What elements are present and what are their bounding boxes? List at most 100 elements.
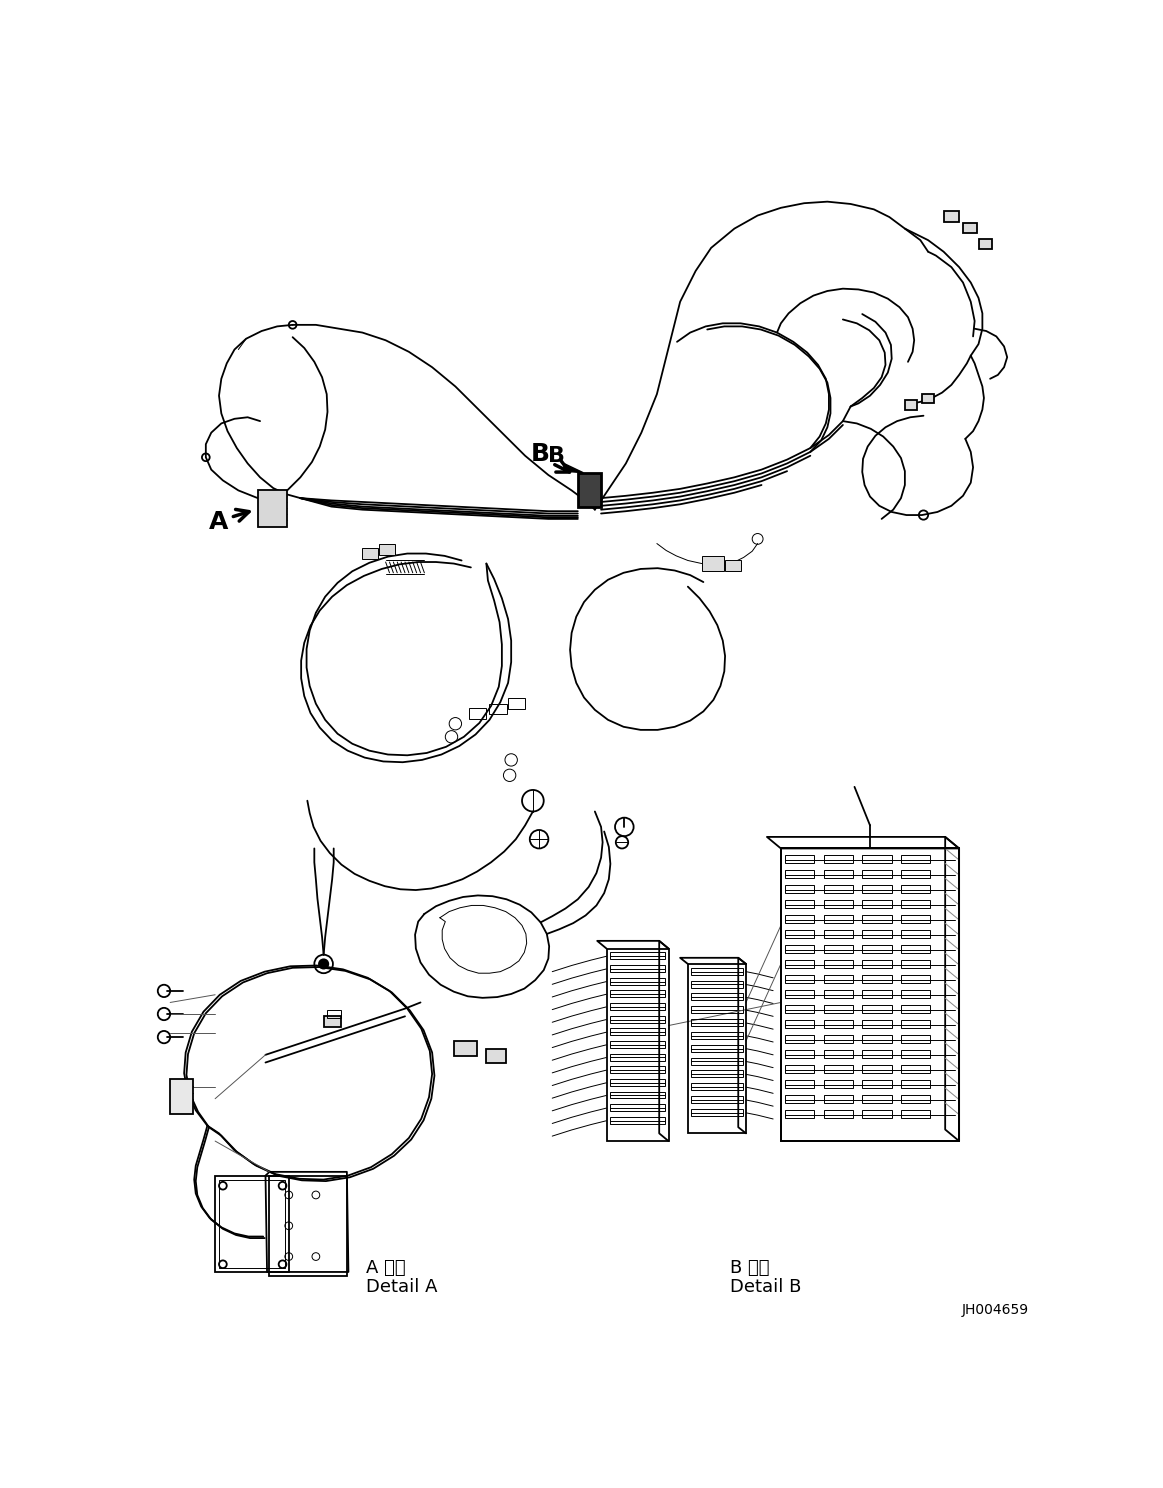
Bar [327,1010,341,1018]
Text: Detail B: Detail B [730,1278,801,1296]
Bar [785,1004,814,1013]
Bar [823,1004,852,1013]
Bar [691,1033,743,1039]
Bar [901,1065,930,1073]
Bar [823,885,852,893]
Bar [823,1110,852,1117]
Bar [691,1083,743,1091]
Bar [901,1021,930,1028]
Bar [785,1036,814,1043]
Bar [701,557,723,571]
Bar [470,708,486,719]
Bar [823,915,852,923]
Bar [609,1028,665,1036]
Bar [691,1019,743,1027]
Bar [922,394,934,403]
Bar [785,960,814,967]
Bar [785,1095,814,1103]
Bar [862,1110,892,1117]
Bar [823,900,852,908]
Bar [823,1065,852,1073]
Bar [379,545,395,555]
Bar [780,848,959,1141]
Bar [219,1180,285,1268]
Bar [609,1067,665,1073]
Bar [978,238,992,248]
Bar [691,967,743,975]
Bar [823,856,852,863]
Bar [862,900,892,908]
Bar [780,848,959,1141]
Bar [578,473,601,507]
Bar [862,1004,892,1013]
Bar [687,964,745,1134]
Bar [691,1097,743,1103]
Text: B: B [531,442,550,466]
Circle shape [319,960,328,969]
Bar [785,1051,814,1058]
Bar [862,930,892,937]
Bar [901,915,930,923]
Bar [862,856,892,863]
Bar [862,1051,892,1058]
Bar [905,400,918,409]
Bar [258,491,287,527]
Bar [823,1021,852,1028]
Bar [691,1006,743,1013]
Bar [823,930,852,937]
Bar [785,930,814,937]
Bar [323,1016,341,1027]
Text: B: B [548,446,564,466]
Bar [862,1036,892,1043]
Bar [270,1176,347,1275]
Bar [609,1104,665,1112]
Bar [785,885,814,893]
Bar [862,990,892,998]
Bar [785,975,814,984]
Text: Detail A: Detail A [366,1278,437,1296]
Bar [609,952,665,960]
Text: A 詳細: A 詳細 [366,1259,406,1277]
Bar [691,994,743,1000]
Bar [170,1079,193,1115]
Bar [490,704,507,714]
Bar [901,1051,930,1058]
Bar [823,960,852,967]
Bar [785,915,814,923]
Bar [785,1110,814,1117]
Bar [901,930,930,937]
Bar [901,990,930,998]
Bar [486,1049,506,1062]
Bar [454,1042,477,1056]
Bar [785,870,814,878]
Bar [862,885,892,893]
Bar [691,1070,743,1077]
Bar [785,1080,814,1088]
Bar [609,1117,665,1123]
Bar [609,978,665,985]
Bar [691,1109,743,1116]
Text: A: A [209,510,229,534]
Bar [901,1004,930,1013]
Bar [862,1065,892,1073]
Bar [823,1095,852,1103]
Bar [862,960,892,967]
Bar [609,966,665,972]
Bar [901,1036,930,1043]
Bar [901,1095,930,1103]
Bar [901,885,930,893]
Bar [862,1095,892,1103]
Bar [901,1080,930,1088]
Bar [785,990,814,998]
Polygon shape [564,463,584,473]
Bar [609,1054,665,1061]
Bar [691,981,743,988]
Bar [823,1051,852,1058]
Bar [901,900,930,908]
Bar [691,1045,743,1052]
Bar [823,1036,852,1043]
Bar [785,900,814,908]
Bar [901,975,930,984]
Bar [691,1058,743,1064]
Bar [823,975,852,984]
